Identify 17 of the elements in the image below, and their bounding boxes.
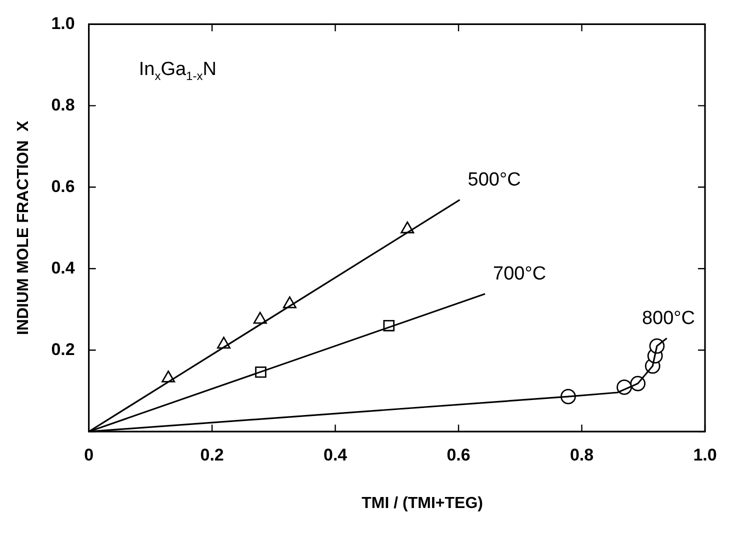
series-label: 800°C (642, 308, 696, 330)
y-tick-label: 0.2 (51, 340, 75, 359)
annotation: In$_{x}$Ga$_{1-x}$N (138, 59, 216, 83)
series-label: 700°C (493, 264, 546, 285)
y-axis-title: INDIUM MOLE FRACTION X (15, 120, 32, 336)
x-tick-label: 0 (84, 445, 94, 464)
y-tick-label: 0.4 (51, 258, 76, 278)
x-tick-label: 0.2 (200, 445, 224, 464)
x-tick-label: 0.8 (570, 445, 594, 464)
y-tick-label: 0.6 (51, 176, 75, 196)
y-tick-label: 0.8 (51, 95, 75, 114)
x-tick-label: 0.6 (446, 445, 470, 464)
y-tick-label: 1.0 (51, 14, 75, 33)
x-tick-label: 1.0 (693, 445, 717, 464)
series-label: 500°C (468, 170, 521, 191)
x-axis-title: TMI / (TMI+TEG) (360, 495, 484, 513)
x-tick-label: 0.4 (323, 445, 348, 464)
